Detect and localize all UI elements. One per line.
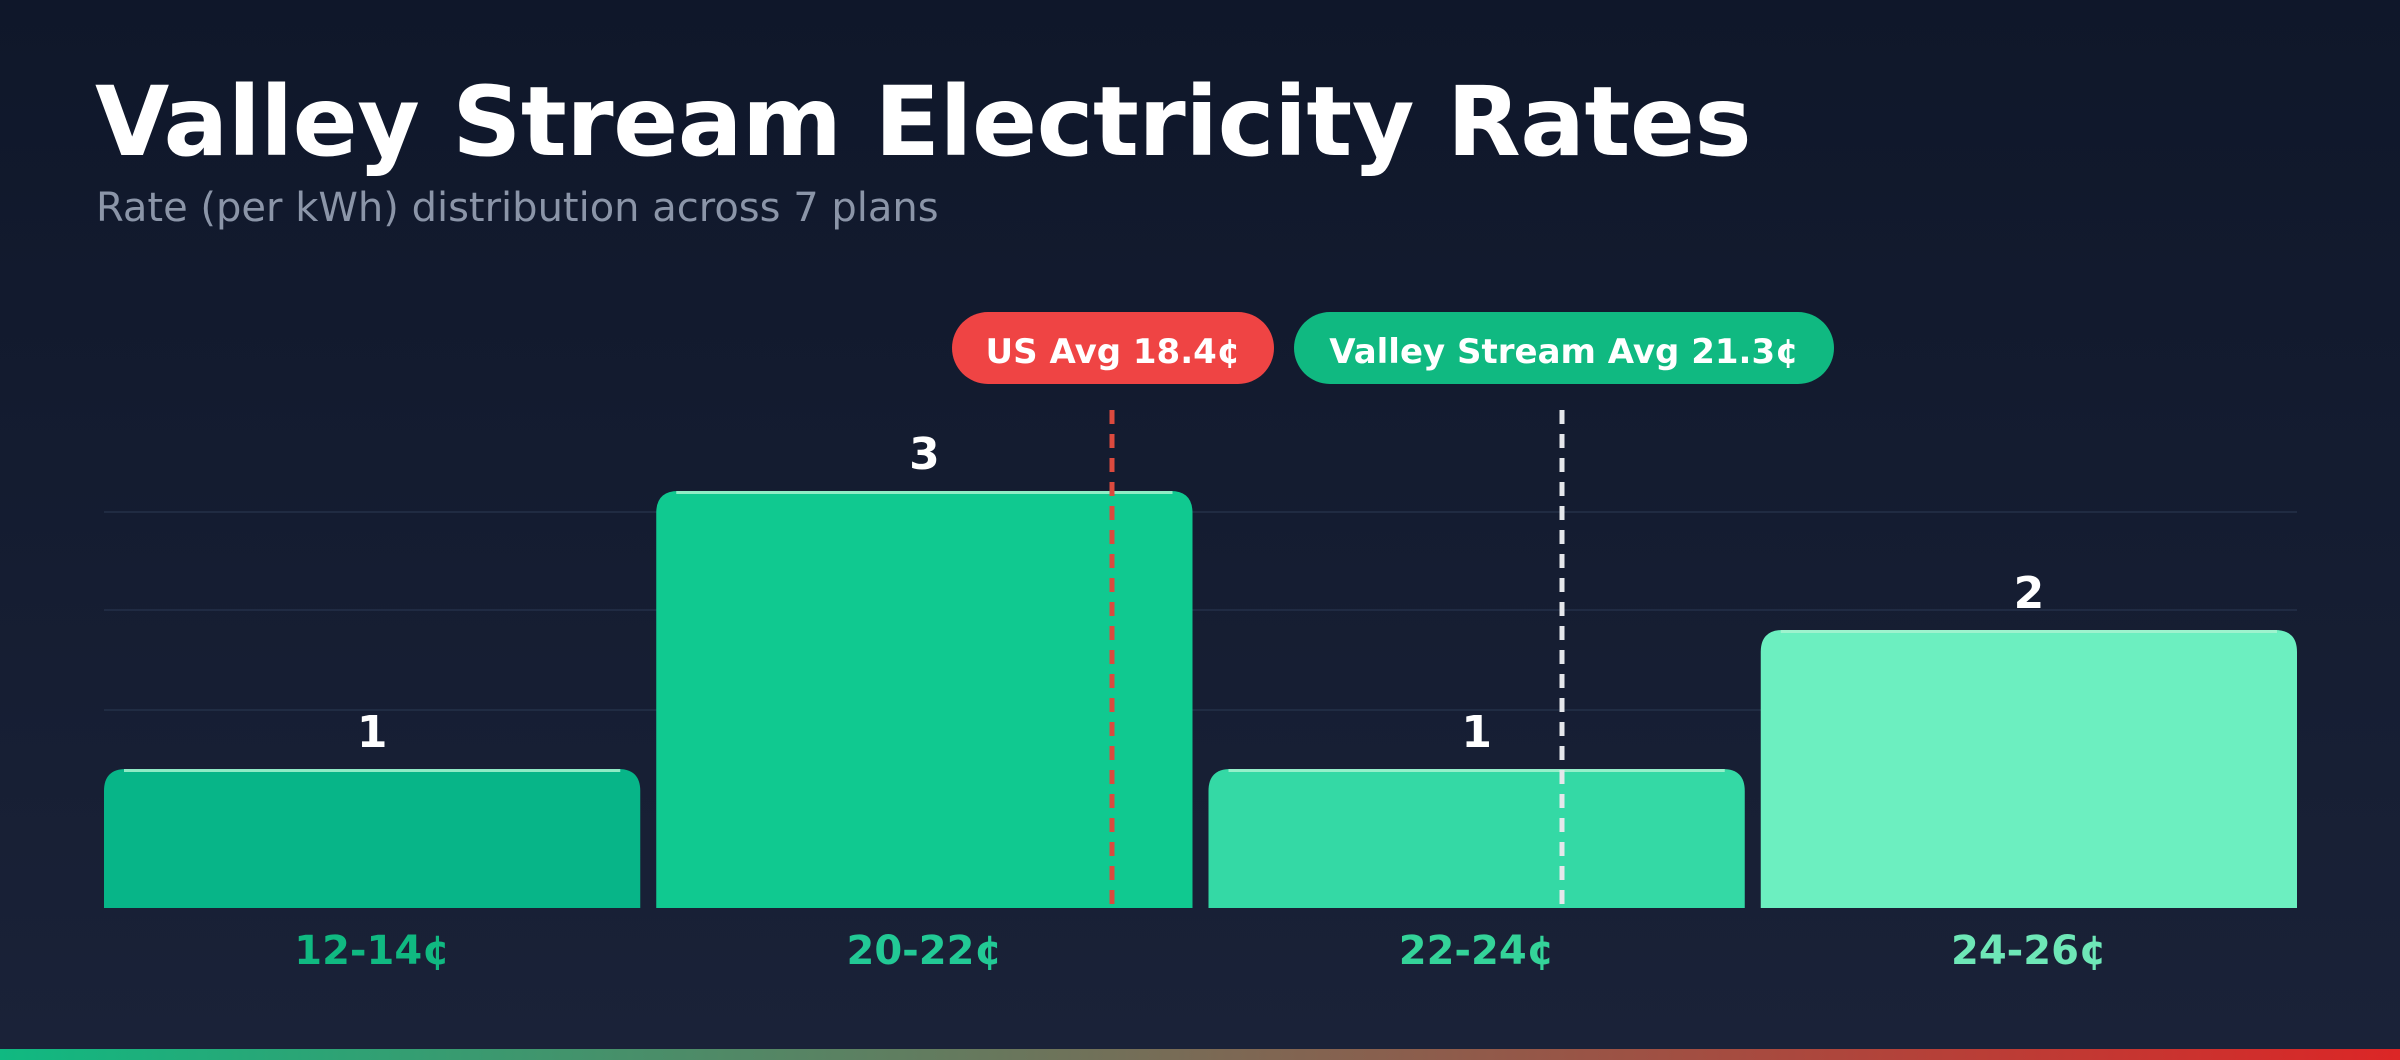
value-label-0: 1 (357, 707, 388, 758)
category-label-0: 12-14¢ (294, 928, 450, 974)
value-label-1: 3 (909, 429, 940, 480)
reference-label-1: Valley Stream Avg 21.3¢ (1329, 332, 1799, 372)
bars (104, 491, 2297, 908)
category-label-3: 24-26¢ (1951, 928, 2107, 974)
bottom-accent-bar (0, 1049, 2400, 1060)
value-label-2: 1 (1461, 707, 1492, 758)
bar-1[interactable] (656, 491, 1193, 908)
bar-3[interactable] (1760, 630, 2297, 908)
bar-0[interactable] (104, 769, 641, 908)
bar-2[interactable] (1208, 769, 1745, 908)
reference-badge-1 (1294, 312, 1834, 384)
chart-title: Valley Stream Electricity Rates (95, 66, 1752, 178)
labels: 1 12-14¢ 3 20-22¢ 1 22-24¢ 2 24-26¢ (294, 429, 2107, 974)
reference-badge-0 (952, 312, 1274, 384)
category-label-2: 22-24¢ (1399, 928, 1555, 974)
reference-lines: US Avg 18.4¢ Valley Stream Avg 21.3¢ (952, 312, 1834, 906)
reference-label-0: US Avg 18.4¢ (986, 332, 1241, 372)
category-label-1: 20-22¢ (846, 928, 1002, 974)
chart-subtitle: Rate (per kWh) distribution across 7 pla… (96, 185, 939, 231)
value-label-3: 2 (2014, 568, 2045, 619)
